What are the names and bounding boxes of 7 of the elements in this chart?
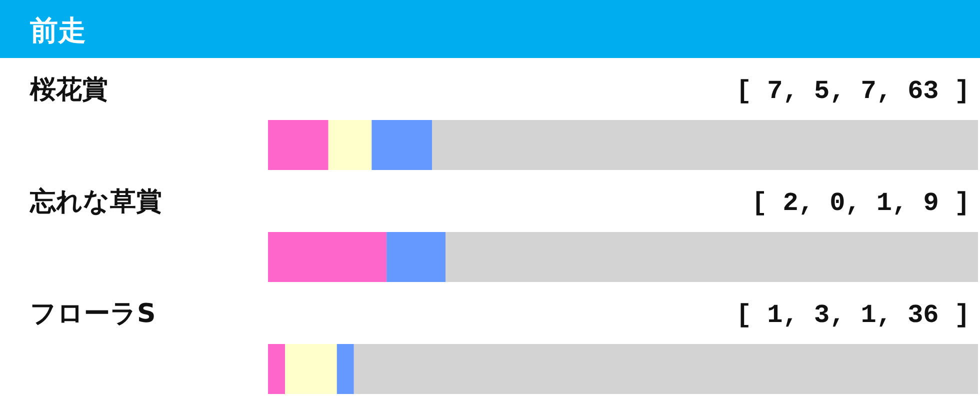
y-tick-label: フローラS <box>30 299 156 329</box>
annotation: [ 1, 3, 1, 36 ] <box>736 300 970 330</box>
chart-title: 前走 <box>29 14 86 47</box>
annotation: [ 7, 5, 7, 63 ] <box>736 76 970 106</box>
y-tick-label: 桜花賞 <box>29 75 108 105</box>
y-tick-label: 忘れな草賞 <box>29 187 162 217</box>
annotation: [ 2, 0, 1, 9 ] <box>752 188 970 218</box>
